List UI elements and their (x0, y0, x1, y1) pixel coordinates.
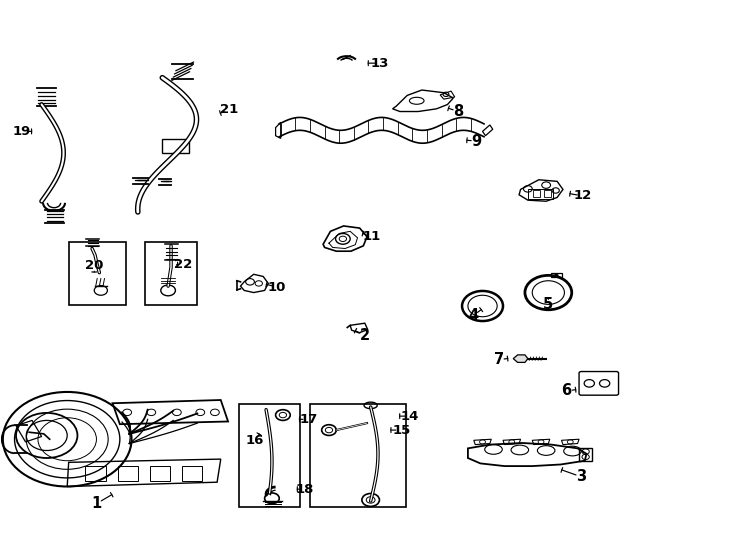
Text: 16: 16 (246, 434, 264, 447)
Bar (528, 189, 553, 199)
Text: 10: 10 (268, 281, 286, 294)
Bar (551, 273, 562, 277)
Bar (544, 191, 551, 197)
Text: 2: 2 (360, 328, 370, 343)
Bar (70, 241, 126, 305)
Text: 21: 21 (220, 103, 239, 117)
Text: 6: 6 (562, 383, 572, 399)
Text: 19: 19 (12, 125, 31, 138)
Text: 9: 9 (472, 133, 482, 148)
Text: 3: 3 (576, 469, 586, 484)
Text: 1: 1 (91, 496, 101, 511)
Text: 12: 12 (573, 190, 592, 202)
Text: 8: 8 (454, 104, 464, 119)
Text: 20: 20 (85, 259, 103, 272)
Bar (85, 465, 106, 481)
Bar (533, 191, 540, 197)
Text: 14: 14 (401, 410, 419, 423)
Bar (145, 241, 197, 305)
Text: 18: 18 (296, 483, 314, 496)
Text: 11: 11 (363, 230, 380, 243)
Bar (239, 404, 299, 508)
Text: 5: 5 (543, 298, 553, 313)
Bar (162, 139, 189, 153)
Text: 17: 17 (299, 413, 318, 426)
Text: 15: 15 (392, 423, 410, 437)
Text: 13: 13 (371, 57, 389, 70)
Circle shape (554, 274, 559, 277)
Bar (182, 465, 203, 481)
Bar (117, 465, 138, 481)
Bar (150, 465, 170, 481)
Text: 7: 7 (493, 352, 504, 367)
Bar (310, 404, 407, 508)
Text: 22: 22 (174, 258, 192, 271)
Polygon shape (513, 355, 528, 362)
Text: 4: 4 (468, 308, 478, 323)
